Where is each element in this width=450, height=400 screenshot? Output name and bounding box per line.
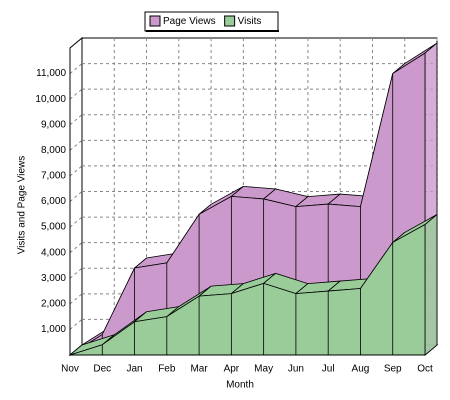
y-tick-label: 4,000 bbox=[41, 247, 66, 258]
x-tick-label: Apr bbox=[224, 364, 240, 375]
x-tick-label: Mar bbox=[190, 364, 208, 375]
x-axis-label: Month bbox=[226, 380, 254, 391]
grid-line bbox=[69, 191, 83, 202]
y-tick-label: 9,000 bbox=[41, 119, 66, 130]
y-tick-label: 5,000 bbox=[41, 222, 66, 233]
y-tick-label: 8,000 bbox=[41, 145, 66, 156]
x-tick-label: Jan bbox=[126, 364, 142, 375]
x-tick-label: Nov bbox=[61, 364, 79, 375]
grid-line bbox=[69, 267, 83, 279]
grid-line bbox=[69, 139, 83, 151]
legend-label: Page Views bbox=[163, 16, 216, 27]
y-tick-label: 3,000 bbox=[41, 273, 66, 284]
y-tick-label: 7,000 bbox=[41, 171, 66, 182]
x-tick-label: Sep bbox=[384, 364, 402, 375]
grid-line bbox=[69, 63, 83, 74]
legend-swatch bbox=[224, 15, 236, 27]
grid-line bbox=[69, 216, 83, 228]
area-side bbox=[424, 213, 438, 356]
area bbox=[68, 52, 426, 356]
y-tick-label: 10,000 bbox=[35, 94, 66, 105]
y-tick-label: 6,000 bbox=[41, 196, 66, 207]
x-tick-label: Aug bbox=[352, 364, 370, 375]
y-tick-label: 1,000 bbox=[41, 324, 66, 335]
y-axis-label: Visits and Page Views bbox=[17, 156, 28, 255]
x-tick-label: Jul bbox=[322, 364, 335, 375]
legend-label: Visits bbox=[238, 16, 262, 27]
y-tick-label: 11,000 bbox=[36, 68, 66, 79]
grid-line bbox=[69, 319, 83, 330]
x-tick-label: Feb bbox=[158, 364, 176, 375]
x-tick-label: Jun bbox=[288, 364, 304, 375]
grid-line bbox=[69, 293, 83, 305]
x-tick-label: Oct bbox=[417, 364, 433, 375]
area bbox=[69, 223, 426, 356]
x-tick-label: May bbox=[254, 364, 273, 375]
y-tick-label: 2,000 bbox=[41, 298, 66, 309]
grid-line bbox=[69, 242, 83, 254]
grid-line bbox=[69, 114, 83, 126]
grid-line bbox=[69, 165, 83, 177]
legend-swatch bbox=[149, 15, 161, 27]
grid-line bbox=[69, 88, 83, 100]
x-tick-label: Dec bbox=[93, 364, 111, 375]
